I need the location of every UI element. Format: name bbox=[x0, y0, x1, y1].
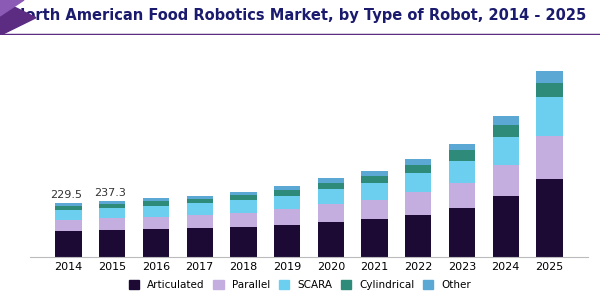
Bar bbox=[405, 173, 431, 192]
Bar bbox=[143, 206, 169, 217]
Bar bbox=[536, 179, 563, 257]
Bar bbox=[187, 203, 213, 215]
Bar bbox=[99, 201, 125, 204]
Bar bbox=[405, 215, 431, 257]
Bar bbox=[99, 208, 125, 218]
Bar bbox=[361, 200, 388, 219]
Bar bbox=[230, 192, 257, 195]
Bar bbox=[536, 97, 563, 136]
Bar bbox=[230, 212, 257, 227]
Bar bbox=[318, 204, 344, 222]
Bar bbox=[143, 217, 169, 229]
Bar bbox=[536, 71, 563, 83]
Bar bbox=[274, 186, 300, 190]
Bar bbox=[318, 222, 344, 257]
Bar bbox=[187, 199, 213, 203]
Bar bbox=[143, 229, 169, 257]
Bar bbox=[99, 204, 125, 208]
Bar bbox=[405, 192, 431, 215]
Bar bbox=[55, 231, 82, 257]
Bar bbox=[143, 198, 169, 201]
Text: 237.3: 237.3 bbox=[94, 189, 126, 198]
Bar bbox=[449, 183, 475, 208]
Bar bbox=[230, 195, 257, 200]
Bar bbox=[318, 178, 344, 183]
Bar bbox=[361, 183, 388, 200]
Bar bbox=[274, 225, 300, 257]
Bar bbox=[361, 219, 388, 257]
Bar bbox=[405, 159, 431, 165]
Bar bbox=[274, 196, 300, 209]
Polygon shape bbox=[0, 0, 36, 35]
Bar bbox=[318, 189, 344, 204]
Bar bbox=[55, 203, 82, 206]
Bar bbox=[405, 165, 431, 173]
Bar bbox=[493, 125, 519, 137]
Bar bbox=[99, 218, 125, 230]
Bar bbox=[143, 201, 169, 206]
Bar bbox=[55, 210, 82, 220]
Bar bbox=[361, 176, 388, 183]
Bar bbox=[536, 136, 563, 179]
Bar bbox=[449, 160, 475, 183]
Bar bbox=[187, 196, 213, 199]
Bar bbox=[449, 144, 475, 150]
Legend: Articulated, Parallel, SCARA, Cylindrical, Other: Articulated, Parallel, SCARA, Cylindrica… bbox=[128, 280, 472, 290]
Text: North American Food Robotics Market, by Type of Robot, 2014 - 2025: North American Food Robotics Market, by … bbox=[13, 9, 587, 23]
Text: 229.5: 229.5 bbox=[50, 190, 82, 200]
Bar bbox=[230, 200, 257, 212]
Bar bbox=[187, 228, 213, 257]
Polygon shape bbox=[0, 0, 24, 16]
Bar bbox=[493, 196, 519, 257]
Bar bbox=[55, 220, 82, 231]
Bar bbox=[361, 171, 388, 176]
Bar bbox=[449, 150, 475, 160]
Bar bbox=[449, 208, 475, 257]
Bar bbox=[274, 190, 300, 196]
Bar bbox=[536, 83, 563, 97]
Bar bbox=[230, 227, 257, 257]
Bar bbox=[493, 137, 519, 165]
Bar bbox=[493, 165, 519, 196]
Bar bbox=[493, 117, 519, 125]
Bar bbox=[318, 183, 344, 189]
Bar bbox=[99, 230, 125, 257]
Bar bbox=[187, 215, 213, 228]
Bar bbox=[55, 206, 82, 210]
Bar bbox=[274, 209, 300, 225]
